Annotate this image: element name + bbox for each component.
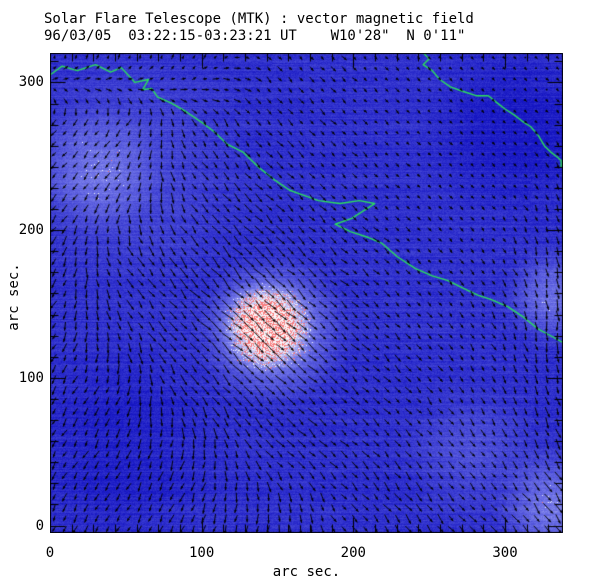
x-tick-label: 200 (340, 545, 366, 561)
x-tick-label: 300 (492, 545, 518, 561)
magnetogram-canvas (50, 53, 563, 533)
y-axis-title: arc sec. (6, 263, 22, 331)
y-tick-label: 100 (18, 369, 44, 386)
y-tick-label: 300 (18, 74, 44, 91)
plot-title: Solar Flare Telescope (MTK) : vector mag… (44, 11, 474, 27)
plot-subtitle: 96/03/05 03:22:15-03:23:21 UT W10'28" N … (44, 28, 466, 44)
y-tick-label: 200 (18, 222, 44, 239)
x-tick-label: 0 (45, 545, 55, 561)
y-tick-label: 0 (35, 517, 44, 534)
x-axis-title: arc sec. (272, 564, 341, 580)
x-tick-label: 100 (189, 545, 215, 561)
